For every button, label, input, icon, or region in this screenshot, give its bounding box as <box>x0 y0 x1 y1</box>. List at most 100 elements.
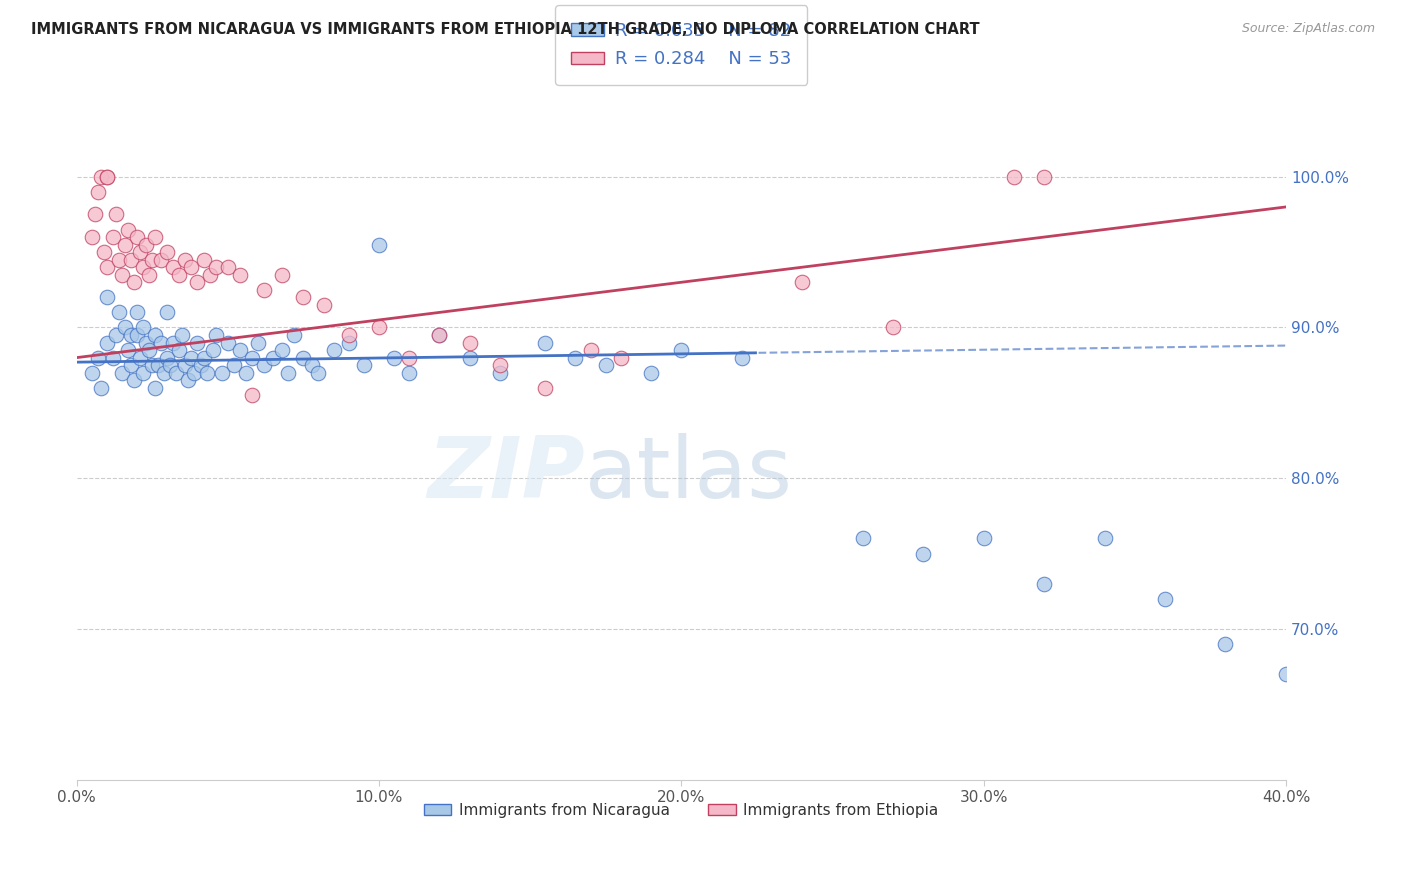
Point <box>534 335 557 350</box>
Point <box>132 366 155 380</box>
Point <box>398 351 420 365</box>
Point <box>193 252 215 267</box>
Point <box>111 366 134 380</box>
Point <box>138 268 160 282</box>
Point <box>162 260 184 275</box>
Point <box>292 351 315 365</box>
Point <box>96 335 118 350</box>
Point <box>159 358 181 372</box>
Point <box>125 305 148 319</box>
Point <box>229 343 252 357</box>
Text: Source: ZipAtlas.com: Source: ZipAtlas.com <box>1241 22 1375 36</box>
Point <box>172 328 194 343</box>
Point <box>429 328 451 343</box>
Point <box>104 328 127 343</box>
Point <box>90 381 112 395</box>
Point <box>87 351 110 365</box>
Point <box>177 373 200 387</box>
Point <box>96 169 118 184</box>
Point <box>195 366 218 380</box>
Point <box>165 366 187 380</box>
Point <box>150 252 173 267</box>
Point <box>80 230 103 244</box>
Point <box>201 343 224 357</box>
Point <box>229 268 252 282</box>
Point <box>882 320 904 334</box>
Point <box>240 351 263 365</box>
Point <box>114 237 136 252</box>
Point <box>90 169 112 184</box>
Point <box>96 260 118 275</box>
Point <box>1154 591 1177 606</box>
Point <box>120 328 142 343</box>
Point <box>104 207 127 221</box>
Point <box>93 245 115 260</box>
Point <box>1094 532 1116 546</box>
Point <box>240 388 263 402</box>
Point <box>180 260 202 275</box>
Point <box>204 328 226 343</box>
Point <box>322 343 344 357</box>
Point <box>222 358 245 372</box>
Point <box>141 252 163 267</box>
Point <box>135 237 157 252</box>
Legend: Immigrants from Nicaragua, Immigrants from Ethiopia: Immigrants from Nicaragua, Immigrants fr… <box>418 797 945 824</box>
Point <box>162 335 184 350</box>
Point <box>117 343 139 357</box>
Point <box>564 351 586 365</box>
Point <box>314 298 336 312</box>
Point <box>122 373 145 387</box>
Point <box>132 260 155 275</box>
Point <box>337 328 360 343</box>
Point <box>193 351 215 365</box>
Point <box>489 366 512 380</box>
Point <box>458 335 481 350</box>
Point <box>792 275 814 289</box>
Point <box>186 335 208 350</box>
Point <box>367 237 389 252</box>
Point <box>429 328 451 343</box>
Point <box>217 335 239 350</box>
Point <box>246 335 269 350</box>
Point <box>180 351 202 365</box>
Point <box>271 343 294 357</box>
Point <box>83 207 105 221</box>
Point <box>1275 667 1298 681</box>
Point <box>610 351 633 365</box>
Point <box>211 366 233 380</box>
Point <box>283 328 305 343</box>
Point <box>96 290 118 304</box>
Point <box>1033 576 1056 591</box>
Point <box>132 320 155 334</box>
Point <box>117 222 139 236</box>
Point <box>534 381 557 395</box>
Point <box>1033 169 1056 184</box>
Point <box>671 343 693 357</box>
Point <box>579 343 602 357</box>
Point <box>101 351 124 365</box>
Point <box>973 532 995 546</box>
Point <box>186 275 208 289</box>
Point <box>337 335 360 350</box>
Point <box>398 366 420 380</box>
Point <box>262 351 284 365</box>
Point <box>595 358 617 372</box>
Point <box>235 366 257 380</box>
Point <box>253 283 276 297</box>
Point <box>96 169 118 184</box>
Point <box>143 328 166 343</box>
Point <box>640 366 662 380</box>
Point <box>135 335 157 350</box>
Point <box>153 366 176 380</box>
Point <box>156 245 179 260</box>
Point <box>111 268 134 282</box>
Point <box>912 547 935 561</box>
Point <box>156 351 179 365</box>
Point <box>198 268 221 282</box>
Point <box>367 320 389 334</box>
Point <box>190 358 212 372</box>
Point <box>122 275 145 289</box>
Point <box>183 366 205 380</box>
Point <box>204 260 226 275</box>
Point <box>1002 169 1025 184</box>
